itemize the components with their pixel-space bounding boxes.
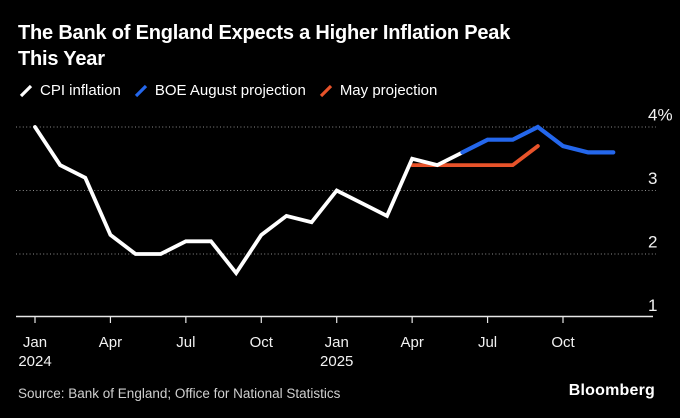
x-axis-label: Jan — [23, 334, 47, 351]
legend-label: BOE August projection — [154, 82, 306, 99]
y-axis-label: 1 — [648, 296, 657, 315]
x-axis-label: Apr — [400, 334, 423, 351]
y-axis-label: 2 — [648, 233, 657, 252]
boe-august-projection-line — [460, 124, 616, 155]
y-axis-label: 4% — [648, 106, 673, 125]
legend-label: May projection — [339, 82, 438, 99]
chart-legend: CPI inflation BOE August projection May … — [18, 82, 437, 99]
y-axis-label: 3 — [648, 169, 657, 188]
line-swatch-icon — [134, 84, 148, 97]
x-axis-label: Jan — [325, 334, 349, 351]
bloomberg-logo: Bloomberg — [568, 382, 655, 399]
x-axis-label: Oct — [551, 334, 575, 351]
x-axis-year-label: 2024 — [18, 353, 51, 370]
chart-footer: Source: Bank of England; Office for Nati… — [0, 382, 680, 408]
chart-title-line2: This Year — [18, 48, 105, 70]
x-axis-label: Oct — [250, 334, 274, 351]
source-note: Source: Bank of England; Office for Nati… — [18, 386, 341, 401]
x-axis-label: Apr — [99, 334, 122, 351]
legend-item-may-projection: May projection — [318, 82, 438, 99]
legend-label: CPI inflation — [40, 82, 121, 99]
line-swatch-icon — [319, 84, 332, 97]
legend-item-cpi-inflation: CPI inflation — [18, 82, 121, 99]
chart-title: The Bank of England Expects a Higher Inf… — [18, 20, 618, 72]
cpi-inflation-line — [33, 125, 465, 277]
legend-item-boe-august-projection: BOE August projection — [133, 82, 306, 99]
x-axis-label: Jul — [176, 334, 195, 351]
x-axis-year-label: 2025 — [320, 353, 353, 370]
line-swatch-icon — [19, 84, 33, 97]
chart-title-line1: The Bank of England Expects a Higher Inf… — [18, 22, 511, 44]
x-axis-label: Jul — [478, 334, 497, 351]
